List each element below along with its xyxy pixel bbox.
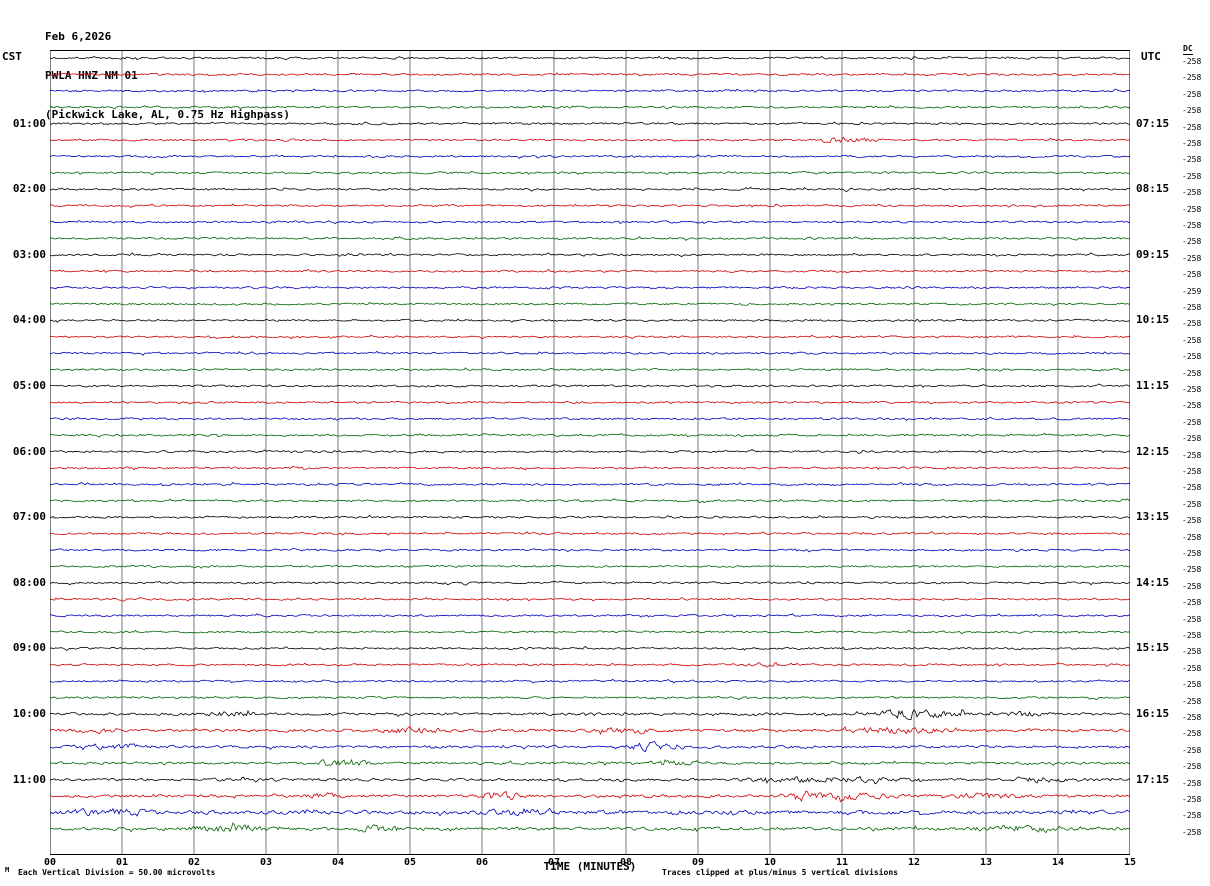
dc-value-label: -258 bbox=[1182, 713, 1202, 722]
dc-value-label: -258 bbox=[1182, 811, 1202, 821]
dc-value-label: -258 bbox=[1182, 532, 1202, 542]
left-time-label: 05:00 bbox=[12, 379, 46, 392]
dc-value-label: -258 bbox=[1182, 729, 1202, 739]
dc-value-label: -258 bbox=[1182, 335, 1202, 345]
dc-value-label: -258 bbox=[1182, 303, 1202, 312]
right-time-label: 09:15 bbox=[1136, 247, 1170, 261]
dc-value-label: -258 bbox=[1182, 778, 1202, 788]
header-station: PWLA HNZ NM 01 bbox=[45, 69, 138, 82]
dc-value-label: -258 bbox=[1182, 499, 1202, 509]
dc-value-label: -258 bbox=[1182, 401, 1202, 411]
right-axis-title: UTC bbox=[1141, 50, 1161, 63]
header-date: Feb 6,2026 bbox=[45, 30, 112, 43]
dc-value-label: -258 bbox=[1182, 467, 1202, 476]
dc-value-label: -258 bbox=[1182, 122, 1202, 132]
right-time-label: 11:15 bbox=[1136, 379, 1170, 392]
left-time-label: 01:00 bbox=[12, 116, 46, 130]
dc-value-label: -258 bbox=[1182, 663, 1202, 673]
dc-value-label: -258 bbox=[1182, 762, 1202, 772]
corner-mark: M bbox=[5, 866, 10, 874]
right-time-label: 13:15 bbox=[1136, 510, 1170, 524]
helicorder-plot bbox=[50, 50, 1130, 855]
left-time-label: 11:00 bbox=[12, 772, 46, 786]
dc-column-title: DC bbox=[1183, 44, 1193, 55]
left-time-label: 08:00 bbox=[12, 575, 46, 589]
dc-value-label: -258 bbox=[1182, 795, 1202, 804]
left-time-label: 03:00 bbox=[12, 247, 46, 261]
dc-value-label: -258 bbox=[1182, 319, 1202, 329]
dc-value-label: -258 bbox=[1182, 827, 1202, 837]
footer-clip-note: Traces clipped at plus/minus 5 vertical … bbox=[662, 868, 899, 877]
dc-value-label: -258 bbox=[1182, 139, 1202, 148]
dc-value-label: -259 bbox=[1182, 286, 1202, 296]
dc-value-label: -258 bbox=[1182, 237, 1202, 247]
dc-value-label: -258 bbox=[1182, 549, 1202, 558]
right-time-label: 15:15 bbox=[1136, 641, 1170, 655]
dc-value-label: -258 bbox=[1182, 73, 1202, 83]
dc-value-label: -258 bbox=[1182, 385, 1202, 394]
dc-value-label: -258 bbox=[1182, 434, 1202, 444]
dc-value-label: -258 bbox=[1182, 204, 1202, 214]
left-time-label: 10:00 bbox=[12, 707, 46, 720]
left-time-label: 09:00 bbox=[12, 641, 46, 655]
right-time-label: 12:15 bbox=[1136, 444, 1170, 458]
x-axis-label: TIME (MINUTES) bbox=[543, 860, 637, 873]
right-time-label: 07:15 bbox=[1136, 116, 1170, 130]
dc-value-label: -258 bbox=[1182, 614, 1202, 624]
dc-value-label: -258 bbox=[1182, 57, 1202, 66]
dc-value-label: -258 bbox=[1182, 696, 1202, 706]
dc-value-label: -258 bbox=[1182, 745, 1202, 755]
dc-value-label: -258 bbox=[1182, 516, 1202, 526]
dc-value-label: -258 bbox=[1182, 680, 1202, 690]
dc-value-label: -258 bbox=[1182, 89, 1202, 99]
dc-value-label: -258 bbox=[1182, 253, 1202, 263]
right-time-label: 08:15 bbox=[1136, 182, 1170, 196]
left-time-label: 04:00 bbox=[12, 313, 46, 327]
dc-value-label: -258 bbox=[1182, 368, 1202, 378]
dc-value-label: -258 bbox=[1182, 155, 1202, 165]
dc-value-label: -258 bbox=[1182, 352, 1202, 362]
header: Feb 6,2026 PWLA HNZ NM 01 (Pickwick Lake… bbox=[45, 4, 290, 147]
dc-value-label: -258 bbox=[1182, 581, 1202, 591]
dc-value-label: -258 bbox=[1182, 188, 1202, 198]
right-time-label: 17:15 bbox=[1136, 772, 1170, 786]
dc-value-label: -258 bbox=[1182, 647, 1202, 657]
right-time-label: 16:15 bbox=[1136, 707, 1170, 720]
dc-value-label: -258 bbox=[1182, 106, 1202, 116]
dc-value-label: -258 bbox=[1182, 221, 1202, 230]
dc-value-label: -258 bbox=[1182, 270, 1202, 280]
dc-value-label: -258 bbox=[1182, 483, 1202, 493]
dc-value-label: -258 bbox=[1182, 631, 1202, 640]
dc-value-label: -258 bbox=[1182, 598, 1202, 608]
dc-value-label: -258 bbox=[1182, 565, 1202, 575]
left-time-label: 06:00 bbox=[12, 444, 46, 458]
header-subtitle: (Pickwick Lake, AL, 0.75 Hz Highpass) bbox=[45, 108, 291, 121]
right-time-label: 10:15 bbox=[1136, 313, 1170, 327]
dc-value-label: -258 bbox=[1182, 171, 1202, 181]
left-axis-title: CST bbox=[2, 50, 22, 63]
right-time-label: 14:15 bbox=[1136, 575, 1170, 589]
left-time-label: 02:00 bbox=[12, 182, 46, 196]
dc-value-label: -258 bbox=[1182, 450, 1202, 460]
footer-scale-note: Each Vertical Division = 50.00 microvolt… bbox=[18, 868, 216, 877]
dc-value-label: -258 bbox=[1182, 417, 1202, 427]
left-time-label: 07:00 bbox=[12, 510, 46, 524]
